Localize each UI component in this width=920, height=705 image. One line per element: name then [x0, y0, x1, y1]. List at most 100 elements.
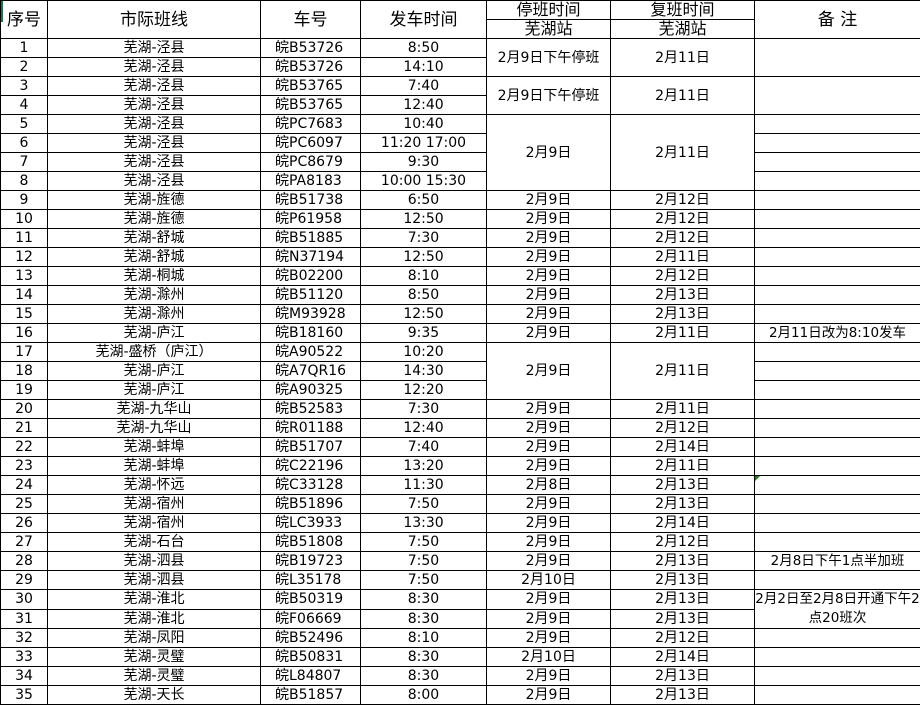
cell-stop-date[interactable]: 2月9日 — [486, 589, 611, 610]
cell-route[interactable]: 芜湖-泾县 — [47, 95, 261, 115]
cell-no[interactable]: 35 — [0, 685, 48, 705]
cell-remark[interactable] — [754, 209, 920, 229]
cell-departure-time[interactable]: 8:10 — [360, 628, 487, 648]
cell-stop-date[interactable]: 2月9日 — [486, 628, 611, 648]
cell-remark[interactable] — [754, 513, 920, 533]
cell-no[interactable]: 16 — [0, 323, 48, 343]
cell-resume-date[interactable]: 2月11日 — [610, 342, 755, 400]
cell-plate[interactable]: 皖B19723 — [260, 551, 361, 571]
cell-remark[interactable] — [754, 171, 920, 191]
cell-stop-date[interactable]: 2月9日 — [486, 285, 611, 305]
cell-route[interactable]: 芜湖-泾县 — [47, 171, 261, 191]
cell-route[interactable]: 芜湖-庐江 — [47, 361, 261, 381]
cell-remark[interactable] — [754, 285, 920, 305]
cell-departure-time[interactable]: 6:50 — [360, 190, 487, 210]
cell-plate[interactable]: 皖L84807 — [260, 666, 361, 686]
cell-no[interactable]: 32 — [0, 628, 48, 648]
cell-departure-time[interactable]: 8:30 — [360, 608, 487, 629]
cell-resume-date[interactable]: 2月14日 — [610, 437, 755, 457]
cell-route[interactable]: 芜湖-庐江 — [47, 323, 261, 343]
cell-remark[interactable] — [754, 532, 920, 552]
cell-no[interactable]: 12 — [0, 247, 48, 267]
cell-no[interactable]: 4 — [0, 95, 48, 115]
cell-resume-date[interactable]: 2月12日 — [610, 190, 755, 210]
cell-resume-date[interactable]: 2月13日 — [610, 666, 755, 686]
cell-no[interactable]: 21 — [0, 418, 48, 438]
cell-stop-date[interactable]: 2月9日 — [486, 608, 611, 629]
cell-remark[interactable]: 2月8日下午1点半加班 — [754, 551, 920, 571]
cell-departure-time[interactable]: 8:50 — [360, 285, 487, 305]
cell-route[interactable]: 芜湖-庐江 — [47, 380, 261, 400]
cell-remark[interactable] — [754, 418, 920, 438]
cell-route[interactable]: 芜湖-凤阳 — [47, 628, 261, 648]
cell-resume-date[interactable]: 2月11日 — [610, 247, 755, 267]
cell-departure-time[interactable]: 10:20 — [360, 342, 487, 362]
cell-route[interactable]: 芜湖-灵璧 — [47, 666, 261, 686]
cell-plate[interactable]: 皖B51808 — [260, 532, 361, 552]
cell-plate[interactable]: 皖M93928 — [260, 304, 361, 324]
cell-departure-time[interactable]: 10:00 15:30 — [360, 171, 487, 191]
cell-no[interactable]: 8 — [0, 171, 48, 191]
cell-resume-date[interactable]: 2月11日 — [610, 76, 755, 115]
cell-stop-date[interactable]: 2月9日 — [486, 304, 611, 324]
cell-remark[interactable] — [754, 475, 920, 495]
cell-stop-date[interactable]: 2月9日 — [486, 209, 611, 229]
cell-plate[interactable]: 皖B50831 — [260, 647, 361, 667]
cell-route[interactable]: 芜湖-淮北 — [47, 608, 261, 629]
cell-no[interactable]: 11 — [0, 228, 48, 248]
cell-plate[interactable]: 皖A90325 — [260, 380, 361, 400]
cell-plate[interactable]: 皖B53726 — [260, 57, 361, 77]
cell-no[interactable]: 10 — [0, 209, 48, 229]
cell-remark[interactable] — [754, 380, 920, 400]
cell-resume-date[interactable]: 2月13日 — [610, 304, 755, 324]
cell-departure-time[interactable]: 7:50 — [360, 494, 487, 514]
cell-route[interactable]: 芜湖-旌德 — [47, 209, 261, 229]
cell-remark[interactable] — [754, 304, 920, 324]
cell-resume-date[interactable]: 2月13日 — [610, 494, 755, 514]
cell-resume-date[interactable]: 2月12日 — [610, 532, 755, 552]
cell-plate[interactable]: 皖B51707 — [260, 437, 361, 457]
cell-route[interactable]: 芜湖-泾县 — [47, 152, 261, 172]
cell-resume-date[interactable]: 2月13日 — [610, 685, 755, 705]
cell-resume-date[interactable]: 2月13日 — [610, 608, 755, 629]
cell-no[interactable]: 2 — [0, 57, 48, 77]
cell-no[interactable]: 17 — [0, 342, 48, 362]
cell-no[interactable]: 1 — [0, 38, 48, 58]
cell-route[interactable]: 芜湖-石台 — [47, 532, 261, 552]
cell-plate[interactable]: 皖B52583 — [260, 399, 361, 419]
cell-no[interactable]: 25 — [0, 494, 48, 514]
cell-plate[interactable]: 皖C33128 — [260, 475, 361, 495]
cell-stop-date[interactable]: 2月8日 — [486, 475, 611, 495]
cell-route[interactable]: 芜湖-淮北 — [47, 589, 261, 610]
cell-departure-time[interactable]: 12:20 — [360, 380, 487, 400]
cell-no[interactable]: 28 — [0, 551, 48, 571]
cell-departure-time[interactable]: 8:30 — [360, 666, 487, 686]
cell-departure-time[interactable]: 8:30 — [360, 647, 487, 667]
cell-stop-date[interactable]: 2月9日 — [486, 114, 611, 191]
cell-route[interactable]: 芜湖-宿州 — [47, 494, 261, 514]
cell-route[interactable]: 芜湖-怀远 — [47, 475, 261, 495]
cell-no[interactable]: 15 — [0, 304, 48, 324]
cell-remark[interactable]: 2月2日至2月8日开通下午2点20班次 — [754, 589, 920, 629]
cell-remark[interactable] — [754, 666, 920, 686]
cell-route[interactable]: 芜湖-桐城 — [47, 266, 261, 286]
cell-resume-date[interactable]: 2月13日 — [610, 475, 755, 495]
cell-departure-time[interactable]: 7:30 — [360, 399, 487, 419]
cell-resume-date[interactable]: 2月12日 — [610, 266, 755, 286]
cell-stop-date[interactable]: 2月9日 — [486, 437, 611, 457]
cell-plate[interactable]: 皖B18160 — [260, 323, 361, 343]
cell-stop-date[interactable]: 2月9日 — [486, 456, 611, 476]
cell-route[interactable]: 芜湖-舒城 — [47, 247, 261, 267]
cell-route[interactable]: 芜湖-旌德 — [47, 190, 261, 210]
cell-stop-date[interactable]: 2月9日 — [486, 399, 611, 419]
cell-stop-date[interactable]: 2月10日 — [486, 647, 611, 667]
cell-remark[interactable] — [754, 342, 920, 362]
cell-no[interactable]: 34 — [0, 666, 48, 686]
cell-departure-time[interactable]: 8:10 — [360, 266, 487, 286]
cell-resume-date[interactable]: 2月12日 — [610, 228, 755, 248]
cell-remark[interactable] — [754, 570, 920, 590]
cell-plate[interactable]: 皖LC3933 — [260, 513, 361, 533]
cell-remark[interactable] — [754, 247, 920, 267]
cell-no[interactable]: 33 — [0, 647, 48, 667]
cell-route[interactable]: 芜湖-舒城 — [47, 228, 261, 248]
